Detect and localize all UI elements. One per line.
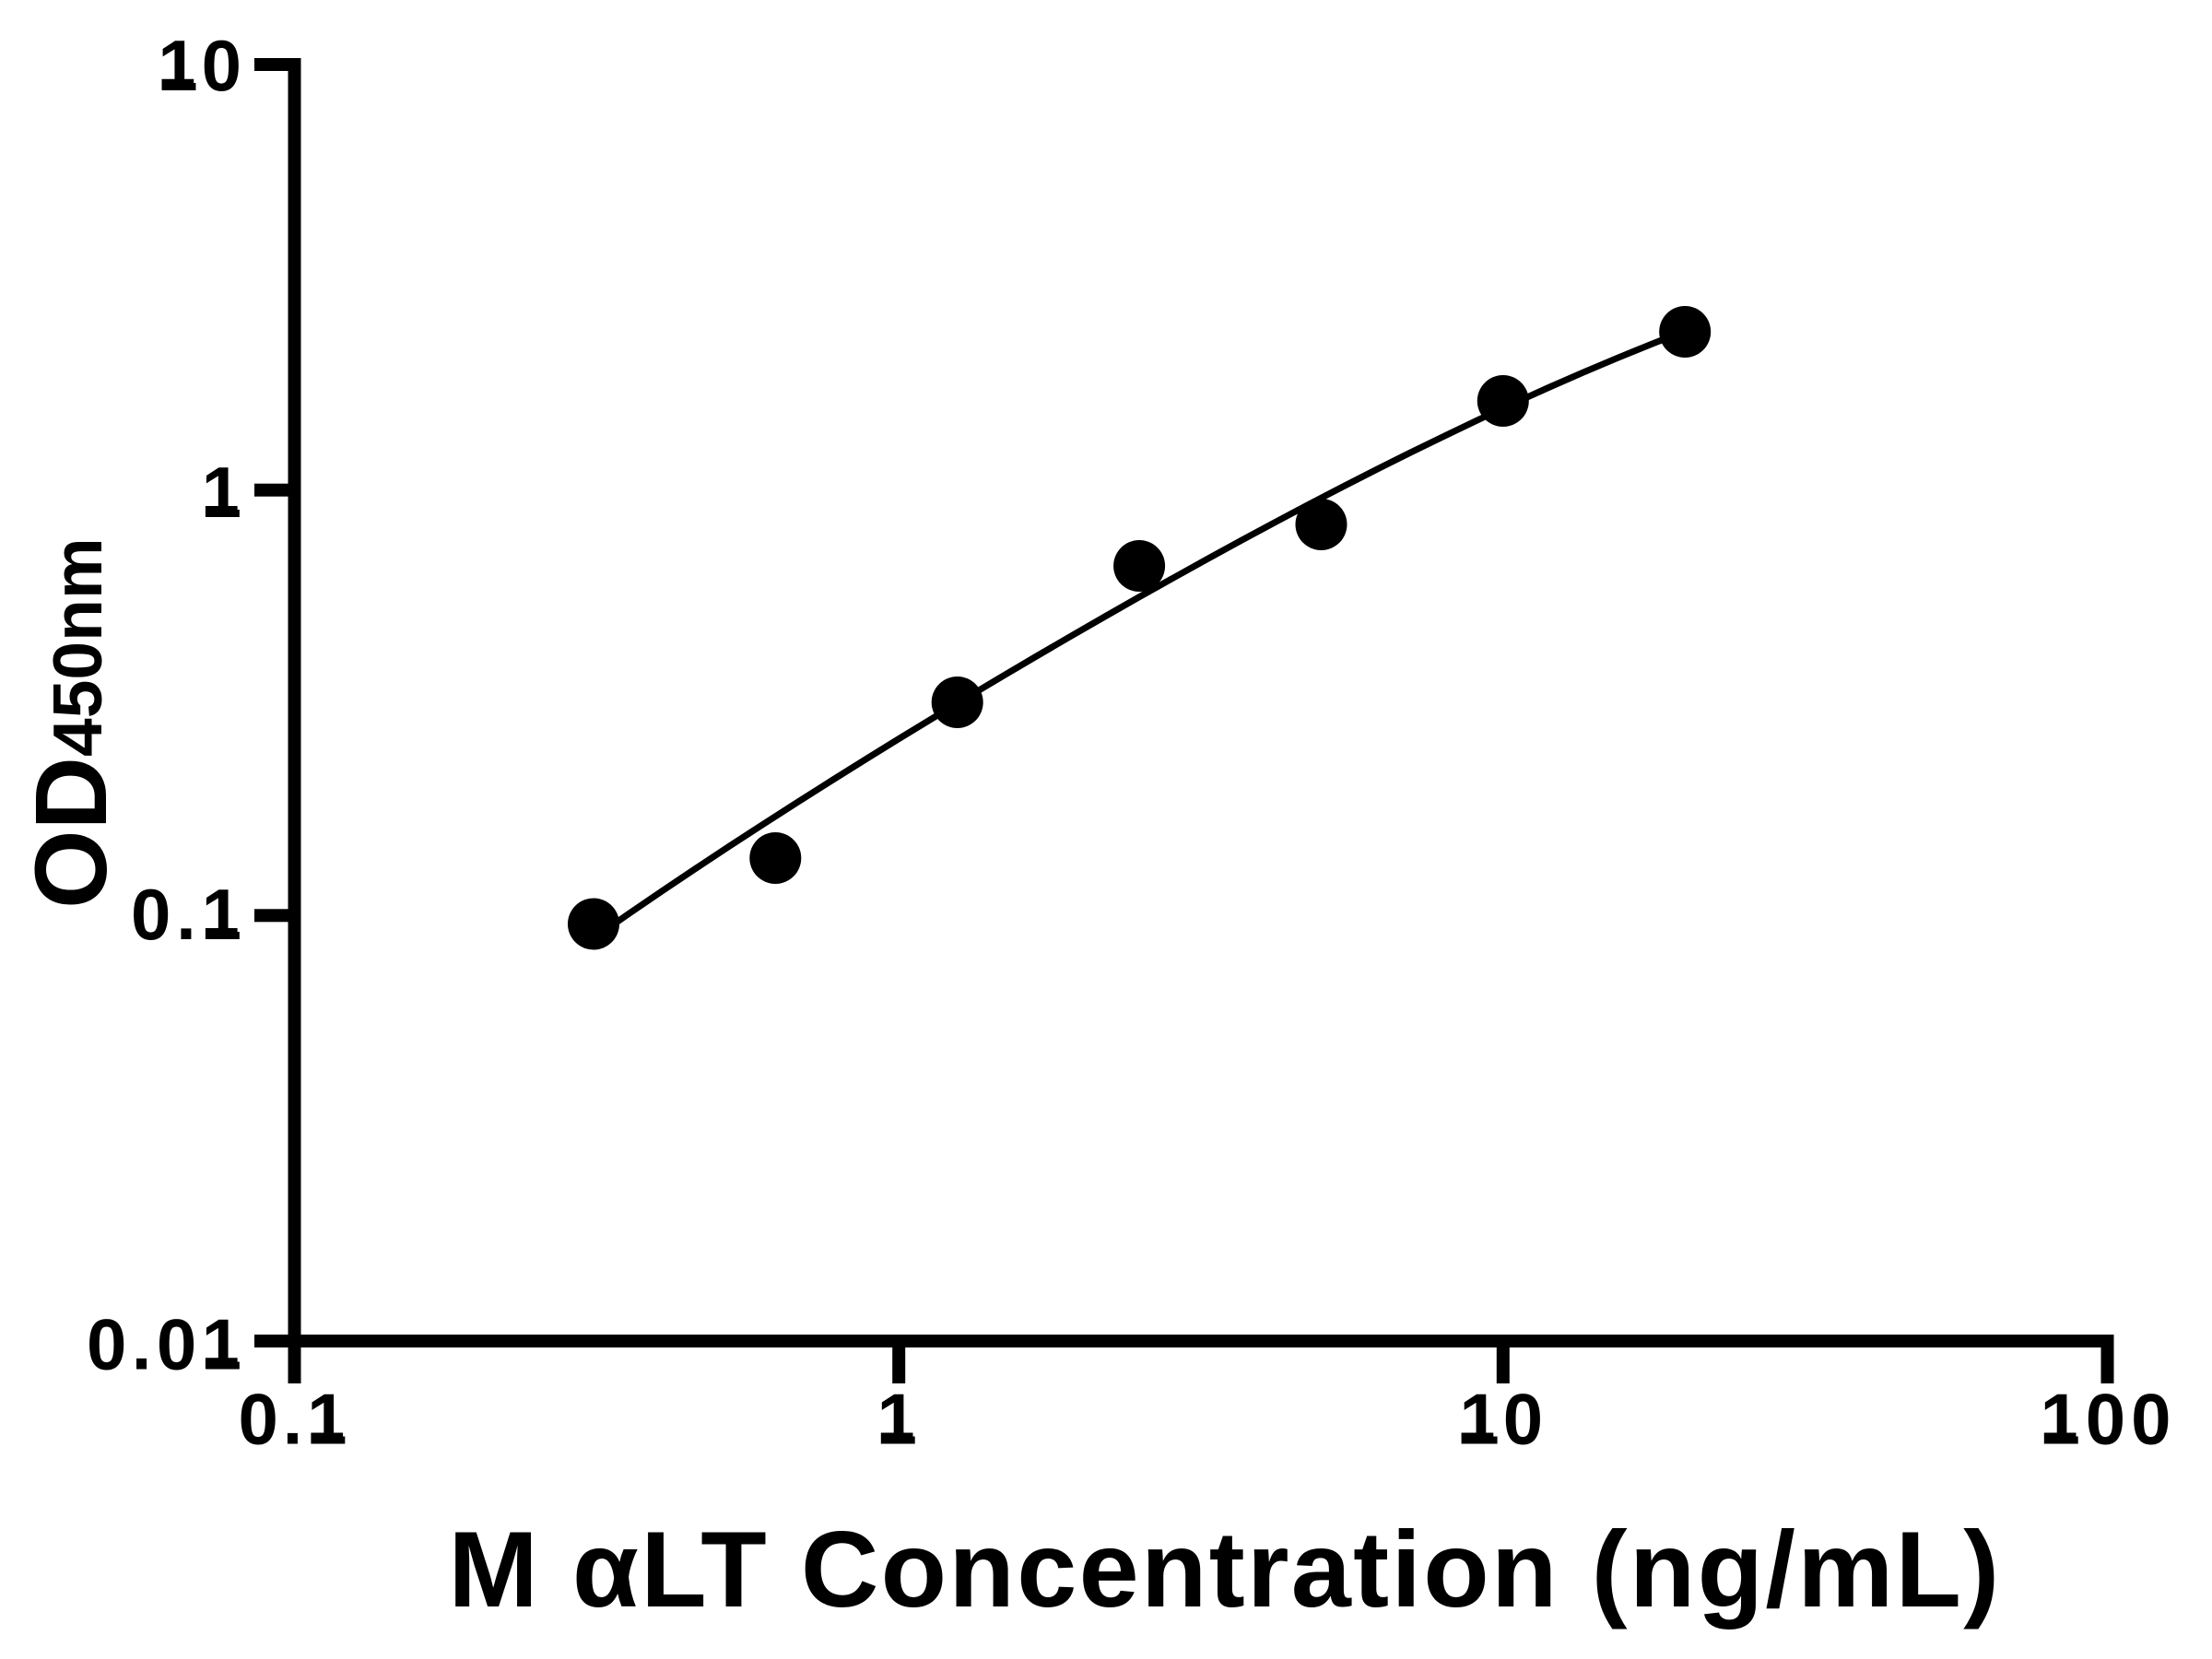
svg-text:10: 10 — [1459, 1379, 1547, 1460]
svg-text:100: 100 — [2041, 1379, 2171, 1460]
svg-text:1: 1 — [202, 452, 241, 533]
svg-text:10: 10 — [158, 25, 245, 106]
svg-text:0.1: 0.1 — [131, 874, 241, 955]
svg-text:1: 1 — [877, 1379, 917, 1460]
svg-text:0.1: 0.1 — [239, 1379, 347, 1460]
svg-text:M αLT Concentration (ng/mL): M αLT Concentration (ng/mL) — [448, 1509, 2001, 1630]
svg-text:0.01: 0.01 — [87, 1303, 241, 1384]
